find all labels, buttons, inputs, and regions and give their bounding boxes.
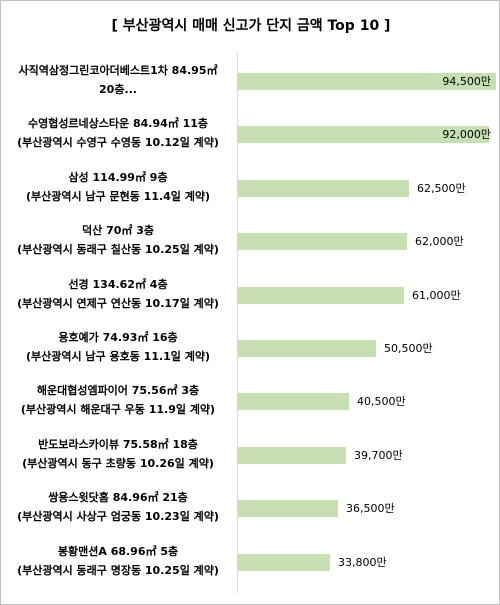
category-label: 선경 134.62㎡ 4층 (부산광역시 연제구 연산동 10.17일 계약) bbox=[5, 275, 231, 313]
data-label: 40,500만 bbox=[357, 395, 406, 409]
category-label: 수영협성르네상스타운 84.94㎡ 11층 (부산광역시 수영구 수영동 10.1… bbox=[5, 114, 231, 152]
category-label-line2: (부산광역시 남구 용호동 11.1일 계약) bbox=[25, 350, 211, 363]
data-label: 61,000만 bbox=[412, 288, 461, 302]
category-label-line2: 20층... bbox=[99, 83, 137, 96]
category-label: 사직역삼정그린코아더베스트1차 84.95㎡ 20층... bbox=[5, 61, 231, 99]
category-label: 해운대협성엠파이어 75.56㎡ 3층 (부산광역시 해운대구 우동 11.9일 … bbox=[5, 381, 231, 419]
category-label-line1: 선경 134.62㎡ 4층 bbox=[68, 277, 168, 291]
category-label: 덕산 70㎡ 3층 (부산광역시 동래구 칠산동 10.25일 계약) bbox=[5, 221, 231, 259]
category-label-line1: 반도보라스카이뷰 75.58㎡ 18층 bbox=[38, 437, 198, 451]
category-label-line2: (부산광역시 해운대구 우동 11.9일 계약) bbox=[20, 403, 216, 417]
bar bbox=[238, 126, 489, 144]
bar bbox=[238, 179, 409, 197]
category-label: 쌍용스윗닷홈 84.96㎡ 21층 (부산광역시 사상구 엄궁동 10.23일 계… bbox=[5, 488, 231, 526]
bar bbox=[238, 73, 496, 90]
data-label: 94,500만 bbox=[442, 75, 491, 88]
bar bbox=[238, 500, 338, 518]
data-label: 39,700만 bbox=[354, 448, 403, 462]
data-label: 62,000만 bbox=[415, 235, 464, 249]
category-label-line1: 삼성 114.99㎡ 9층 bbox=[68, 170, 168, 184]
category-label-line2: (부산광역시 수영구 수영동 10.12일 계약) bbox=[17, 136, 219, 150]
category-axis-line bbox=[237, 53, 238, 593]
category-label: 삼성 114.99㎡ 9층 (부산광역시 남구 문현동 11.4일 계약) bbox=[5, 168, 231, 206]
data-label: 50,500만 bbox=[384, 342, 433, 355]
category-label-line1: 덕산 70㎡ 3층 bbox=[82, 224, 154, 238]
data-label: 36,500만 bbox=[346, 502, 395, 516]
category-label-line1: 쌍용스윗닷홈 84.96㎡ 21층 bbox=[48, 491, 188, 505]
category-label: 용호예가 74.93㎡ 16층 (부산광역시 남구 용호동 11.1일 계약) bbox=[5, 328, 231, 366]
category-label-line1: 봉황맨션A 68.96㎡ 5층 bbox=[57, 544, 179, 558]
category-label-line2: (부산광역시 동래구 칠산동 10.25일 계약) bbox=[17, 243, 219, 257]
data-label: 33,800만 bbox=[338, 555, 387, 569]
bar bbox=[238, 553, 330, 571]
category-label: 봉황맨션A 68.96㎡ 5층 (부산광역시 동래구 명장동 10.25일 계약) bbox=[5, 542, 231, 580]
data-label: 62,500만 bbox=[417, 181, 466, 195]
bar bbox=[238, 446, 346, 464]
category-label-line2: (부산광역시 사상구 엄궁동 10.23일 계약) bbox=[17, 510, 219, 524]
category-label-line1: 해운대협성엠파이어 75.56㎡ 3층 bbox=[36, 384, 200, 398]
chart-title: [ 부산광역시 매매 신고가 단지 금액 Top 10 ] bbox=[111, 18, 391, 34]
category-label-line1: 수영협성르네상스타운 84.94㎡ 11층 bbox=[27, 117, 209, 131]
category-label: 반도보라스카이뷰 75.58㎡ 18층 (부산광역시 동구 초량동 10.26일 … bbox=[5, 435, 231, 473]
category-label-line2: (부산광역시 동래구 명장동 10.25일 계약) bbox=[17, 563, 219, 577]
bar bbox=[238, 393, 349, 411]
data-label: 92,000만 bbox=[442, 128, 491, 142]
bar bbox=[238, 286, 404, 304]
category-label-line2: (부산광역시 남구 문현동 11.4일 계약) bbox=[25, 189, 211, 203]
category-label-line2: (부산광역시 동구 초량동 10.26일 계약) bbox=[22, 456, 214, 470]
category-label-line1: 용호예가 74.93㎡ 16층 bbox=[58, 331, 178, 344]
bar bbox=[238, 340, 376, 357]
bar bbox=[238, 233, 407, 251]
category-label-line2: (부산광역시 연제구 연산동 10.17일 계약) bbox=[17, 296, 219, 310]
category-label-line1: 사직역삼정그린코아더베스트1차 84.95㎡ bbox=[18, 64, 218, 77]
